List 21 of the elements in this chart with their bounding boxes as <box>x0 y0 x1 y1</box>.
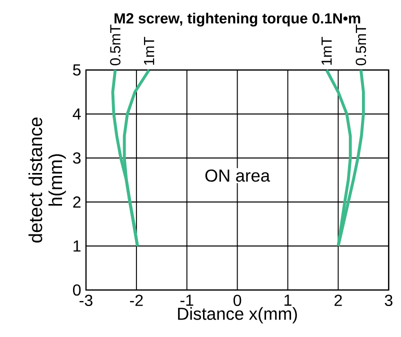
x-tick-label: -3 <box>80 294 92 306</box>
chart-title: M2 screw, tightening torque 0.1N•m <box>114 12 360 27</box>
y-tick-label: 1 <box>74 240 81 252</box>
text: 1mT <box>144 36 154 65</box>
text: 1mT <box>322 36 332 65</box>
y-tick-label: 0 <box>73 284 81 296</box>
x-tick-label: 1 <box>284 294 292 306</box>
y-axis-title: detect distance h(mm) <box>28 118 66 243</box>
y-tick-label: 3 <box>72 152 81 164</box>
x-axis-title: Distance x(mm) <box>178 307 297 324</box>
text: 0.5mT <box>356 24 366 66</box>
x-tick-label: 0 <box>234 294 242 306</box>
y-tick-label: 4 <box>72 108 81 120</box>
x-tick-label: -2 <box>130 294 143 306</box>
y-tick-label: 2 <box>73 196 80 208</box>
text: 0.5mT <box>110 24 120 66</box>
annotation: ON area <box>205 169 270 182</box>
y-tick-label: 5 <box>73 64 81 76</box>
x-tick-label: 3 <box>384 294 392 306</box>
x-tick-label: -1 <box>180 294 194 306</box>
x-tick-label: 2 <box>334 294 342 306</box>
